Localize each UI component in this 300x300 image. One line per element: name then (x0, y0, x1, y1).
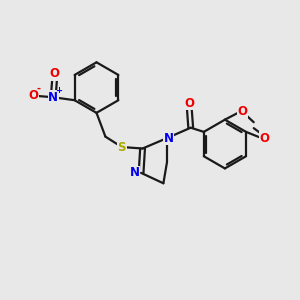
Text: O: O (260, 132, 270, 145)
Text: S: S (118, 140, 126, 154)
Text: +: + (55, 86, 62, 95)
Text: N: N (48, 91, 58, 104)
Text: N: N (130, 167, 140, 179)
Text: N: N (164, 132, 173, 145)
Text: O: O (238, 105, 248, 118)
Text: O: O (28, 89, 38, 102)
Text: O: O (184, 97, 194, 110)
Text: O: O (50, 67, 60, 80)
Text: -: - (36, 83, 40, 93)
